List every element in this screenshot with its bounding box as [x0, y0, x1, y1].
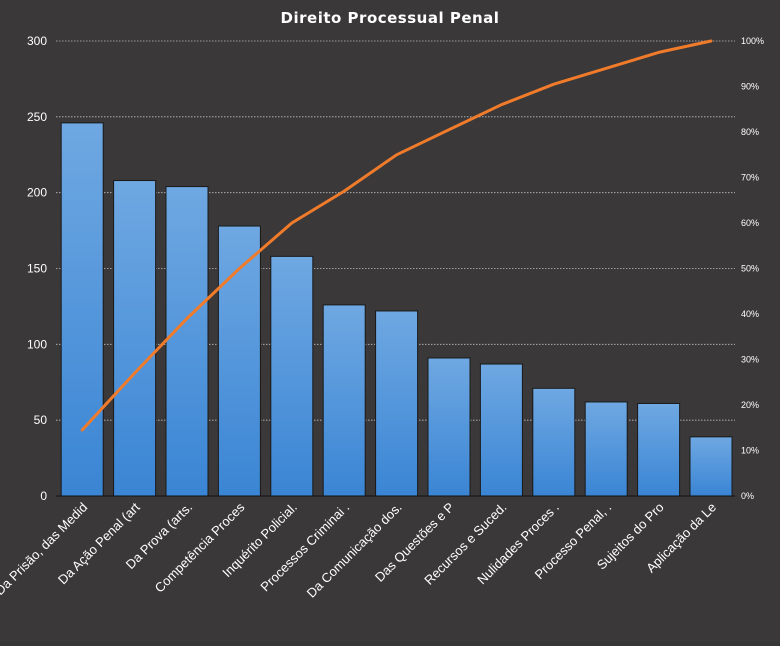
y-tick-label: 200: [27, 186, 47, 200]
bar: [323, 305, 365, 496]
y2-tick-label: 0%: [741, 491, 754, 501]
bar: [638, 403, 680, 496]
y2-tick-label: 100%: [741, 36, 764, 46]
y2-tick-label: 30%: [741, 355, 759, 365]
bar: [376, 311, 418, 496]
bar: [61, 123, 103, 496]
y-tick-label: 150: [27, 262, 47, 276]
y2-tick-label: 70%: [741, 173, 759, 183]
bar: [166, 187, 208, 496]
y-tick-label: 100: [27, 337, 47, 351]
bar: [585, 402, 627, 496]
y-tick-label: 0: [40, 489, 47, 503]
bar: [480, 364, 522, 496]
bar: [428, 358, 470, 496]
bar: [533, 388, 575, 496]
y2-tick-label: 50%: [741, 264, 759, 274]
y2-tick-label: 20%: [741, 400, 759, 410]
y-tick-label: 300: [27, 34, 47, 48]
bar: [114, 181, 156, 496]
chart-title: Direito Processual Penal: [281, 9, 500, 27]
y2-tick-label: 60%: [741, 218, 759, 228]
y2-tick-label: 80%: [741, 127, 759, 137]
y2-tick-label: 10%: [741, 446, 759, 456]
y-tick-label: 50: [34, 413, 48, 427]
bar: [690, 437, 732, 496]
y2-tick-label: 90%: [741, 82, 759, 92]
bar: [271, 256, 313, 496]
y-tick-label: 250: [27, 110, 47, 124]
y2-tick-label: 40%: [741, 309, 759, 319]
